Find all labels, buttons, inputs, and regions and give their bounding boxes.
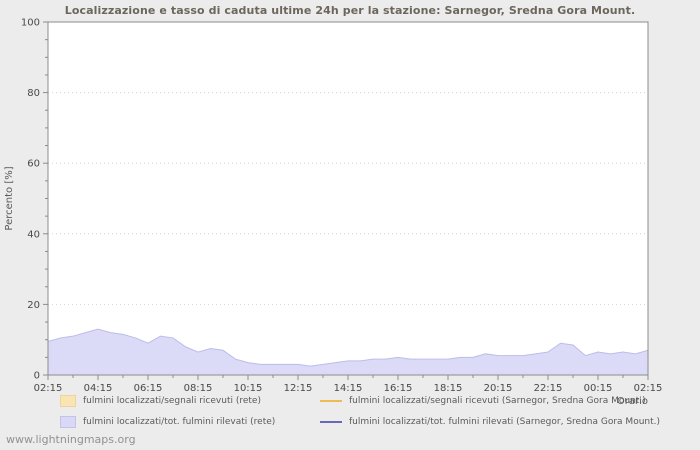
svg-text:80: 80	[27, 88, 40, 99]
x-tick-label: 02:15	[634, 383, 663, 394]
x-tick-label: 20:15	[484, 383, 513, 394]
legend-item-signals-station: fulmini localizzati/segnali ricevuti (Sa…	[320, 395, 646, 407]
y-axis-label: Percento [%]	[4, 166, 15, 230]
x-tick-label: 00:15	[584, 383, 613, 394]
x-tick-label: 16:15	[384, 383, 413, 394]
x-tick-label: 12:15	[284, 383, 313, 394]
legend-label-detected-station: fulmini localizzati/tot. fulmini rilevat…	[349, 417, 661, 427]
legend-label-signals-network: fulmini localizzati/segnali ricevuti (re…	[83, 396, 261, 406]
legend-swatch-signals-station	[320, 400, 342, 402]
x-tick-label: 14:15	[334, 383, 363, 394]
x-tick-label: 02:15	[34, 383, 63, 394]
legend-item-detected-station: fulmini localizzati/tot. fulmini rilevat…	[320, 416, 660, 428]
svg-text:20: 20	[27, 300, 40, 311]
svg-text:40: 40	[27, 229, 40, 240]
station-ratio-chart: 0 20 40 60 80 100 02:15 04:15 06:15 08:15 10:15 12:…	[4, 18, 663, 408]
svg-text:100: 100	[21, 18, 40, 29]
x-tick-label: 18:15	[434, 383, 463, 394]
watermark-link[interactable]: www.lightningmaps.org	[6, 433, 136, 446]
legend-swatch-detected-network	[60, 416, 76, 428]
legend-item-signals-network: fulmini localizzati/segnali ricevuti (re…	[60, 395, 261, 407]
chart-title: Localizzazione e tasso di caduta ultime …	[64, 4, 636, 17]
legend-swatch-detected-station	[320, 421, 342, 423]
svg-text:0: 0	[34, 371, 40, 382]
legend-label-detected-network: fulmini localizzati/tot. fulmini rilevat…	[83, 417, 276, 427]
legend-item-detected-network: fulmini localizzati/tot. fulmini rilevat…	[60, 416, 275, 428]
x-tick-label: 22:15	[534, 383, 563, 394]
x-tick-label: 06:15	[134, 383, 163, 394]
x-tick-label: 10:15	[234, 383, 263, 394]
x-tick-label: 04:15	[84, 383, 113, 394]
legend-swatch-signals-network	[60, 395, 76, 407]
x-tick-label: 08:15	[184, 383, 213, 394]
x-axis-label: Orario	[617, 396, 648, 407]
svg-text:60: 60	[27, 159, 40, 170]
legend-label-signals-station: fulmini localizzati/segnali ricevuti (Sa…	[349, 396, 646, 406]
